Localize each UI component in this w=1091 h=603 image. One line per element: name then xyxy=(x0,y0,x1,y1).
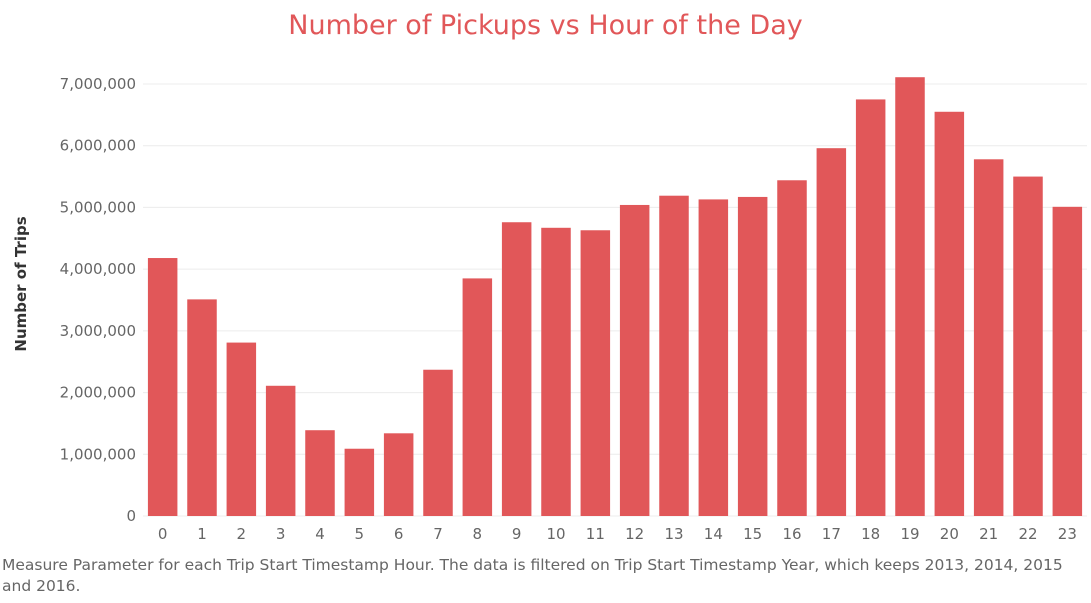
bar xyxy=(659,195,689,516)
bar xyxy=(423,369,453,516)
x-tick-label: 9 xyxy=(512,525,522,543)
x-tick-label: 4 xyxy=(315,525,325,543)
y-tick-label: 7,000,000 xyxy=(60,75,136,93)
y-axis-title: Number of Trips xyxy=(12,216,30,351)
y-tick-label: 6,000,000 xyxy=(60,137,136,155)
bar xyxy=(462,278,493,516)
bar xyxy=(777,180,807,516)
x-tick-label: 8 xyxy=(473,525,483,543)
x-tick-label: 21 xyxy=(979,525,998,543)
bar xyxy=(698,199,729,517)
bar xyxy=(541,227,571,516)
x-tick-label: 3 xyxy=(276,525,286,543)
bar xyxy=(501,222,532,517)
x-tick-label: 1 xyxy=(197,525,207,543)
bar xyxy=(619,204,650,516)
bar xyxy=(934,111,965,517)
x-tick-label: 18 xyxy=(861,525,880,543)
bar xyxy=(855,99,886,516)
y-tick-label: 4,000,000 xyxy=(60,260,136,278)
y-tick-label: 0 xyxy=(126,507,136,525)
x-tick-label: 15 xyxy=(743,525,762,543)
chart-caption: Measure Parameter for each Trip Start Ti… xyxy=(2,556,1063,595)
x-tick-label: 10 xyxy=(546,525,565,543)
gridlines xyxy=(143,83,1087,517)
x-tick-label: 5 xyxy=(355,525,365,543)
bar xyxy=(226,342,257,516)
bar xyxy=(1013,176,1043,517)
x-tick-label: 22 xyxy=(1018,525,1037,543)
bar xyxy=(580,230,611,516)
x-tick-label: 12 xyxy=(625,525,644,543)
x-tick-label: 0 xyxy=(158,525,168,543)
x-axis-tick-labels: 0 1 2 3 4 5 6 7 8 9 10 11 12 13 14 15 16 17 18 19 20 21 22 23 xyxy=(158,525,1077,543)
bar xyxy=(187,299,217,516)
chart-title: Number of Pickups vs Hour of the Day xyxy=(288,10,803,41)
x-tick-label: 14 xyxy=(704,525,723,543)
x-tick-label: 17 xyxy=(822,525,841,543)
x-tick-label: 11 xyxy=(586,525,605,543)
y-axis-tick-labels: 0 1,000,000 2,000,000 3,000,000 4,000,000 5,0… xyxy=(60,75,136,525)
x-tick-label: 16 xyxy=(782,525,801,543)
x-tick-label: 19 xyxy=(900,525,919,543)
bar xyxy=(383,433,414,516)
y-tick-label: 3,000,000 xyxy=(60,322,136,340)
y-tick-label: 5,000,000 xyxy=(60,198,136,216)
bar-chart: 0 1,000,000 2,000,000 3,000,000 4,000,000 5,0… xyxy=(12,75,1087,543)
x-tick-label: 2 xyxy=(237,525,247,543)
bar xyxy=(265,385,296,516)
x-tick-label: 13 xyxy=(664,525,683,543)
bar xyxy=(147,258,178,516)
x-tick-label: 7 xyxy=(433,525,443,543)
bars xyxy=(147,77,1083,517)
x-tick-label: 20 xyxy=(940,525,959,543)
bar xyxy=(895,77,925,516)
bar xyxy=(737,196,768,517)
y-tick-label: 1,000,000 xyxy=(60,445,136,463)
y-tick-label: 2,000,000 xyxy=(60,384,136,402)
bar xyxy=(973,159,1004,516)
bar xyxy=(816,148,847,516)
bar xyxy=(305,430,335,516)
x-tick-label: 6 xyxy=(394,525,404,543)
bar xyxy=(344,448,375,516)
bar xyxy=(1052,206,1083,516)
x-tick-label: 23 xyxy=(1058,525,1077,543)
